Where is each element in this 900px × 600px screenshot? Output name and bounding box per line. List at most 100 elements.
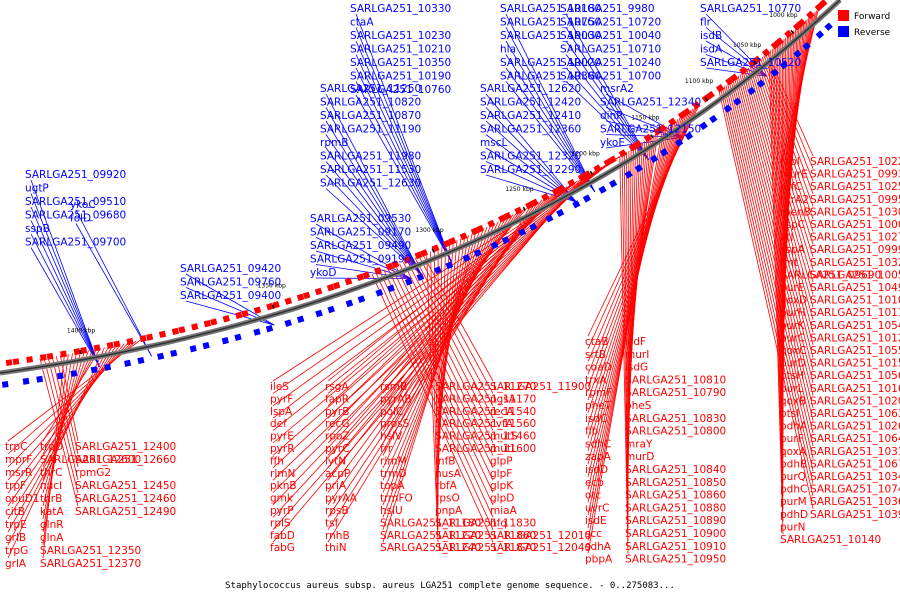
map-caption: Staphylococcus aureus subsp. aureus LGA2… xyxy=(225,581,675,591)
forward-gene-mark xyxy=(60,350,67,358)
reverse-gene-label: sspB xyxy=(25,223,50,235)
forward-gene-label-leader xyxy=(727,83,814,446)
reverse-gene-mark xyxy=(634,164,643,173)
forward-gene-label: fabI xyxy=(780,156,800,168)
forward-gene-label: SARLGA251_10490 xyxy=(810,282,900,294)
forward-gene-label: rpsO xyxy=(435,493,460,505)
forward-gene-label: SARLGA251_10110 xyxy=(810,307,900,319)
forward-gene-label: grlA xyxy=(5,558,27,570)
forward-gene-mark xyxy=(459,232,468,241)
forward-gene-label: SARLGA251_10910 xyxy=(625,541,726,553)
forward-gene-mark xyxy=(470,227,479,236)
forward-gene-label-leader xyxy=(391,266,494,481)
forward-gene-label-leader xyxy=(770,50,784,522)
reverse-gene-label-leader xyxy=(485,93,577,203)
reverse-gene-label: SARLGA251_12150 xyxy=(600,124,701,136)
reverse-gene-mark xyxy=(770,68,779,77)
forward-gene-mark xyxy=(391,260,400,269)
forward-gene-label: recA xyxy=(490,406,514,418)
forward-gene-label: frr xyxy=(380,443,393,455)
forward-gene-mark xyxy=(556,184,566,193)
reverse-gene-label-leader xyxy=(325,147,422,275)
reverse-gene-label: rpmB xyxy=(320,137,348,149)
kbp-tick-label: 1100 kbp xyxy=(685,78,713,85)
legend-forward-swatch xyxy=(838,10,849,21)
forward-gene-label: SARLGA251_10140 xyxy=(780,534,881,546)
forward-gene-label: SARLGA251_10270 xyxy=(810,232,900,244)
forward-gene-label: rimM xyxy=(380,455,407,467)
forward-gene-label: pyrE xyxy=(270,431,294,443)
reverse-gene-mark xyxy=(545,214,554,223)
forward-gene-label: rbfA xyxy=(435,480,458,492)
forward-gene-label-leader xyxy=(748,67,814,295)
reverse-gene-mark xyxy=(747,86,756,96)
forward-gene-label: purF xyxy=(780,433,804,445)
forward-gene-label-leader xyxy=(430,251,439,530)
forward-gene-label-leader xyxy=(737,75,814,371)
forward-gene-label: SARLGA251_10120 xyxy=(810,332,900,344)
forward-gene-mark xyxy=(158,330,167,338)
reverse-gene-label-leader xyxy=(75,209,152,357)
reverse-gene-mark xyxy=(124,359,132,367)
forward-gene-label: hfq xyxy=(490,517,507,529)
forward-gene-label: pheT xyxy=(585,400,612,412)
forward-gene-label: murI xyxy=(625,349,649,361)
forward-gene-label: infB xyxy=(435,455,455,467)
forward-gene-label: gmk xyxy=(270,493,294,505)
reverse-gene-label: dinR xyxy=(600,110,624,122)
forward-gene-mark xyxy=(414,251,423,260)
reverse-gene-label-leader xyxy=(505,81,596,193)
reverse-gene-label: SARLGA251_10230 xyxy=(350,30,451,42)
forward-gene-label: grlB xyxy=(5,532,26,544)
reverse-gene-label-leader xyxy=(30,220,100,367)
kbp-tick-label: 1000 kbp xyxy=(769,12,797,19)
forward-gene-label: SARLGA251_11540 xyxy=(435,406,536,418)
reverse-gene-label-leader xyxy=(355,27,452,263)
forward-gene-mark xyxy=(761,48,771,57)
reverse-gene-label: flr xyxy=(700,17,712,29)
forward-gene-label-leader xyxy=(746,69,814,308)
forward-gene-mark xyxy=(618,149,627,158)
forward-gene-label: SARLGA251_10160 xyxy=(810,383,900,395)
reverse-gene-label: SARLGA251_11980 xyxy=(320,151,421,163)
reverse-gene-label: SARLGA251_09700 xyxy=(25,237,126,249)
forward-gene-mark xyxy=(356,273,365,282)
forward-gene-label: SARLGA251_10840 xyxy=(625,464,726,476)
forward-gene-mark xyxy=(272,301,280,309)
forward-gene-label: glpK xyxy=(490,480,514,492)
genome-arc xyxy=(0,0,842,376)
forward-gene-label-leader xyxy=(382,226,488,518)
forward-gene-label: prosS xyxy=(380,418,410,430)
forward-gene-label: SARLGA251_11460 xyxy=(435,431,536,443)
reverse-gene-label: ugtP xyxy=(25,183,49,195)
reverse-gene-label-leader xyxy=(565,54,650,161)
forward-gene-label-leader xyxy=(399,263,494,456)
forward-gene-label: sspA xyxy=(780,244,806,256)
forward-gene-label-leader xyxy=(272,170,596,493)
reverse-gene-mark xyxy=(529,222,538,231)
reverse-gene-mark xyxy=(157,352,165,360)
reverse-gene-label: SARLGA251_10240 xyxy=(560,57,661,69)
forward-gene-mark xyxy=(171,327,180,336)
forward-gene-label: pyrF xyxy=(270,393,293,405)
forward-gene-label-leader xyxy=(414,257,494,406)
forward-gene-label-leader xyxy=(751,65,814,270)
legend: Forward Reverse xyxy=(838,10,891,38)
reverse-gene-label: SARLGA251_09530 xyxy=(310,213,411,225)
forward-gene-mark xyxy=(178,326,186,334)
reverse-gene-label-leader xyxy=(355,54,452,263)
forward-gene-mark xyxy=(706,90,715,100)
forward-gene-label: SARLGA251_09690 xyxy=(780,269,881,281)
forward-gene-label: isdF xyxy=(625,336,646,348)
forward-gene-label-leader xyxy=(621,154,629,541)
forward-gene-label: SARLGA251_10150 xyxy=(810,358,900,370)
forward-gene-label: glpP xyxy=(490,455,513,467)
forward-gene-label: thrC xyxy=(40,467,62,479)
forward-gene-mark xyxy=(567,178,576,188)
reverse-gene-label: SARLGA251_12320 xyxy=(480,151,581,163)
forward-gene-label-leader xyxy=(749,66,814,283)
forward-gene-mark xyxy=(692,101,701,110)
forward-gene-label-leader xyxy=(55,356,79,455)
forward-gene-label: SARLGA251_10630 xyxy=(810,408,900,420)
reverse-gene-mark xyxy=(779,60,789,70)
